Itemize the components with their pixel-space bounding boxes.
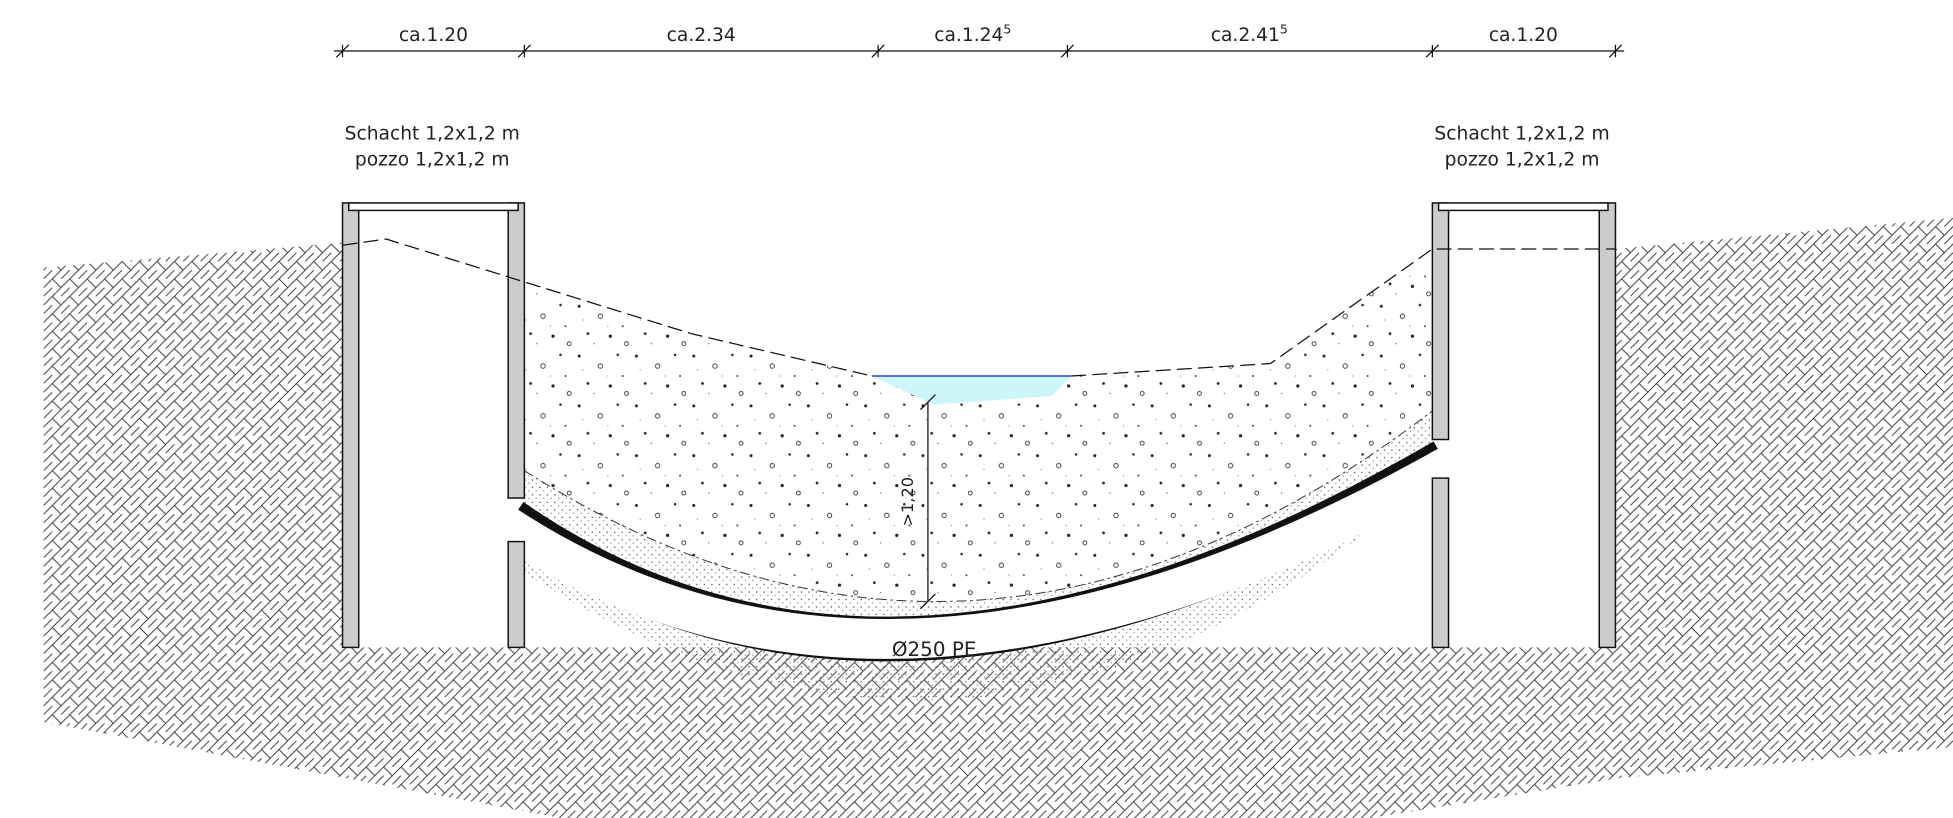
bedding-line: [524, 410, 1433, 603]
dimension-text: ca.1.20: [1489, 25, 1558, 46]
depth-dimension: [920, 394, 936, 610]
dimension-text: ca.1.20: [399, 25, 468, 46]
shaft-label: pozzo 1,2x1,2 m: [355, 150, 510, 171]
shaft-label: Schacht 1,2x1,2 m: [1434, 123, 1609, 144]
water: [871, 376, 1072, 405]
shaft-label: pozzo 1,2x1,2 m: [1445, 150, 1600, 171]
pipe: [487, 443, 1468, 659]
shaft-labels: Schacht 1,2x1,2 m pozzo 1,2x1,2 m Schach…: [345, 123, 1610, 170]
dimension-label: ca.2.34: [667, 25, 736, 46]
pipe-label: Ø250 PE: [892, 638, 977, 661]
depth-label: >1,20: [898, 477, 917, 527]
shaft-label: Schacht 1,2x1,2 m: [345, 123, 520, 144]
dimension-text: ca.2.34: [667, 25, 736, 46]
dimension-label: ca.2.415: [1211, 22, 1288, 46]
dimension-label: ca.1.20: [399, 25, 468, 46]
gravel-fill: [524, 249, 1433, 602]
dimension-superscript: 5: [1280, 22, 1288, 37]
dimension-label: ca.1.245: [934, 22, 1011, 46]
dimension-superscript: 5: [1003, 22, 1011, 37]
dimension-line: [333, 44, 1625, 58]
dimension-label: ca.1.20: [1489, 25, 1558, 46]
shafts: [341, 202, 1617, 649]
ground-line: [342, 238, 1616, 377]
dimension-text: ca.1.24: [934, 25, 1003, 46]
dimension-text: ca.2.41: [1211, 25, 1280, 46]
